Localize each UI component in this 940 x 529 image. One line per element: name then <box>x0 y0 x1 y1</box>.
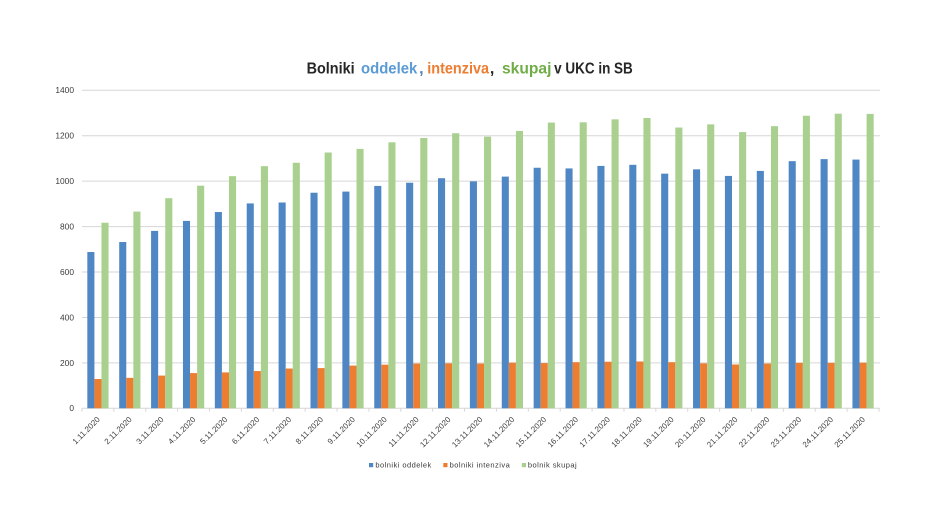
svg-text:oddelek: oddelek <box>361 61 417 78</box>
svg-text:bolniki oddelek: bolniki oddelek <box>375 460 431 469</box>
svg-text:1000: 1000 <box>55 176 74 186</box>
svg-text:Bolniki: Bolniki <box>307 61 355 78</box>
svg-text:1400: 1400 <box>55 85 74 95</box>
svg-text:bolniki intenziva: bolniki intenziva <box>450 460 511 469</box>
svg-text:v UKC in SB: v UKC in SB <box>554 61 633 78</box>
svg-text:skupaj: skupaj <box>502 61 551 78</box>
svg-text:,: , <box>419 61 423 78</box>
svg-text:400: 400 <box>60 312 74 322</box>
svg-text:,: , <box>490 61 494 78</box>
svg-text:bolnik skupaj: bolnik skupaj <box>528 460 577 469</box>
svg-text:200: 200 <box>60 358 74 368</box>
svg-text:800: 800 <box>60 221 74 231</box>
svg-text:1200: 1200 <box>55 131 74 141</box>
svg-text:intenziva: intenziva <box>427 61 489 78</box>
svg-text:0: 0 <box>69 403 74 413</box>
svg-text:600: 600 <box>60 267 74 277</box>
